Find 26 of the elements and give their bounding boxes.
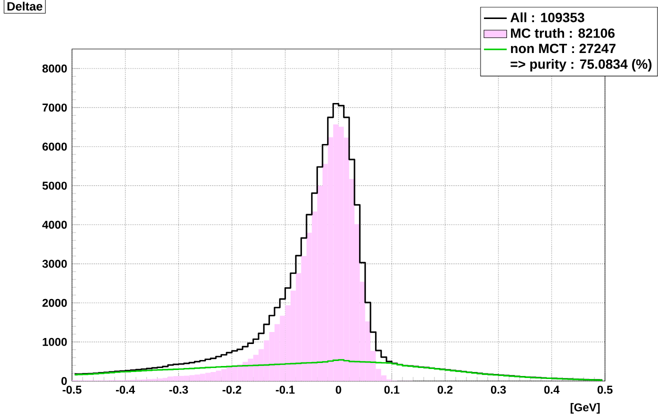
x-tick-label: 0: [336, 386, 342, 394]
x-tick-label: 0.5: [598, 386, 613, 394]
legend-label: non MCT : 27247: [511, 44, 616, 54]
y-tick-label: 3000: [42, 260, 67, 268]
y-tick-label: 5000: [42, 182, 67, 190]
x-tick-label: 0.3: [490, 386, 506, 394]
x-tick-label: -0.1: [276, 386, 295, 394]
legend-label: MC truth : 82106: [511, 28, 615, 38]
annotation: => purity : 75.0834 (%): [510, 59, 652, 72]
x-tick-label: 0.1: [384, 386, 400, 394]
y-tick-label: 0: [61, 376, 67, 385]
legend-label: All : 109353: [510, 12, 584, 22]
x-tick-label: -0.3: [169, 386, 188, 394]
x-tick-label: -0.2: [222, 386, 242, 394]
y-tick-label: 1000: [42, 338, 67, 346]
x-axis-title: [GeV]: [570, 403, 600, 414]
x-tick-label: -0.5: [62, 386, 82, 394]
chart-title: Deltae: [8, 2, 42, 11]
x-tick-label: 0.4: [544, 386, 560, 394]
y-tick-label: 7000: [42, 104, 67, 112]
y-tick-label: 2000: [42, 298, 67, 307]
x-tick-label: 0.2: [438, 386, 453, 394]
x-tick-label: -0.4: [116, 386, 136, 394]
y-tick-label: 4000: [42, 220, 67, 229]
y-tick-label: 6000: [42, 142, 67, 151]
y-tick-label: 8000: [42, 64, 67, 73]
